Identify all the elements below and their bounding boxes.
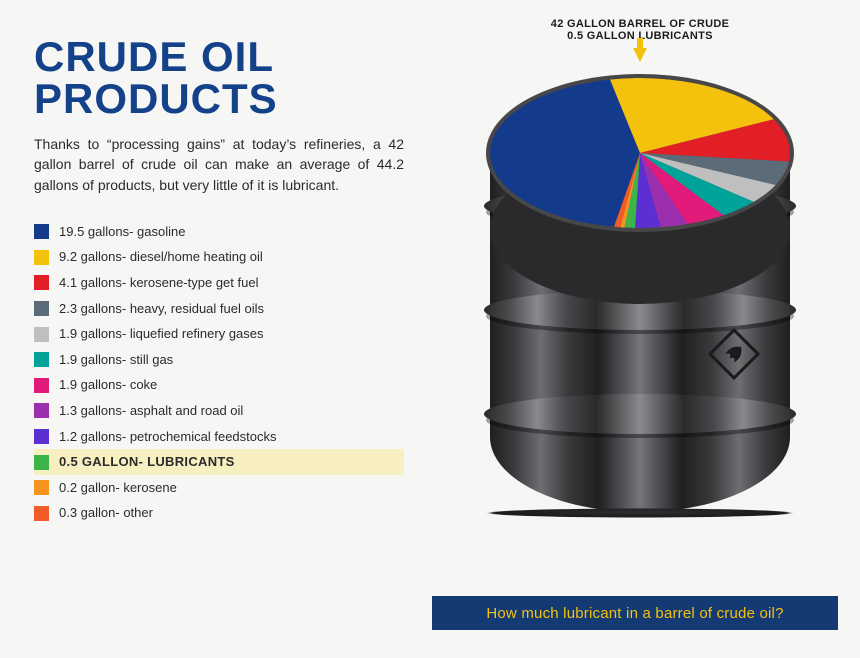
legend-item: 19.5 gallons- gasoline bbox=[34, 219, 404, 245]
legend-label: 9.2 gallons- diesel/home heating oil bbox=[59, 249, 263, 265]
legend-item: 9.2 gallons- diesel/home heating oil bbox=[34, 244, 404, 270]
legend-label: 4.1 gallons- kerosene-type get fuel bbox=[59, 275, 258, 291]
legend-item: 2.3 gallons- heavy, residual fuel oils bbox=[34, 296, 404, 322]
legend-label: 1.2 gallons- petrochemical feedstocks bbox=[59, 429, 277, 445]
legend-swatch bbox=[34, 224, 49, 239]
legend-item: 0.2 gallon- kerosene bbox=[34, 475, 404, 501]
legend-swatch bbox=[34, 301, 49, 316]
legend-swatch bbox=[34, 275, 49, 290]
legend-item: 4.1 gallons- kerosene-type get fuel bbox=[34, 270, 404, 296]
legend-item: 1.9 gallons- liquefied refinery gases bbox=[34, 321, 404, 347]
legend-swatch bbox=[34, 403, 49, 418]
legend-item: 1.9 gallons- coke bbox=[34, 372, 404, 398]
callout-arrow-icon bbox=[633, 48, 647, 62]
legend-swatch bbox=[34, 352, 49, 367]
legend-label: 1.9 gallons- still gas bbox=[59, 352, 173, 368]
legend-item: 1.2 gallons- petrochemical feedstocks bbox=[34, 424, 404, 450]
legend-label: 2.3 gallons- heavy, residual fuel oils bbox=[59, 301, 264, 317]
pie-slice bbox=[490, 80, 640, 227]
legend-swatch bbox=[34, 429, 49, 444]
barrel-graphic: 42 GALLON BARREL OF CRUDE 0.5 GALLON LUB… bbox=[440, 18, 840, 618]
legend-swatch bbox=[34, 455, 49, 470]
legend-item: 0.5 GALLON- LUBRICANTS bbox=[34, 449, 404, 475]
barrel-rib bbox=[484, 394, 796, 434]
legend-swatch bbox=[34, 506, 49, 521]
legend-label: 1.9 gallons- coke bbox=[59, 377, 157, 393]
legend-label: 0.3 gallon- other bbox=[59, 505, 153, 521]
legend-item: 1.3 gallons- asphalt and road oil bbox=[34, 398, 404, 424]
legend-label: 1.3 gallons- asphalt and road oil bbox=[59, 403, 243, 419]
legend-item: 1.9 gallons- still gas bbox=[34, 347, 404, 373]
footer-question: How much lubricant in a barrel of crude … bbox=[432, 596, 838, 630]
legend-swatch bbox=[34, 327, 49, 342]
legend-label: 1.9 gallons- liquefied refinery gases bbox=[59, 326, 264, 342]
legend-label: 0.5 GALLON- LUBRICANTS bbox=[59, 454, 235, 470]
legend-label: 0.2 gallon- kerosene bbox=[59, 480, 177, 496]
callout-line-1: 42 GALLON BARREL OF CRUDE bbox=[551, 18, 729, 30]
legend-item: 0.3 gallon- other bbox=[34, 500, 404, 526]
intro-text: Thanks to “processing gains” at today’s … bbox=[34, 134, 404, 195]
page-title: CRUDE OIL PRODUCTS bbox=[34, 36, 404, 120]
legend-swatch bbox=[34, 250, 49, 265]
legend: 19.5 gallons- gasoline 9.2 gallons- diese… bbox=[34, 219, 404, 526]
pie-chart bbox=[490, 78, 790, 228]
legend-label: 19.5 gallons- gasoline bbox=[59, 224, 185, 240]
legend-swatch bbox=[34, 378, 49, 393]
legend-swatch bbox=[34, 480, 49, 495]
hazard-diamond-icon bbox=[706, 326, 762, 382]
